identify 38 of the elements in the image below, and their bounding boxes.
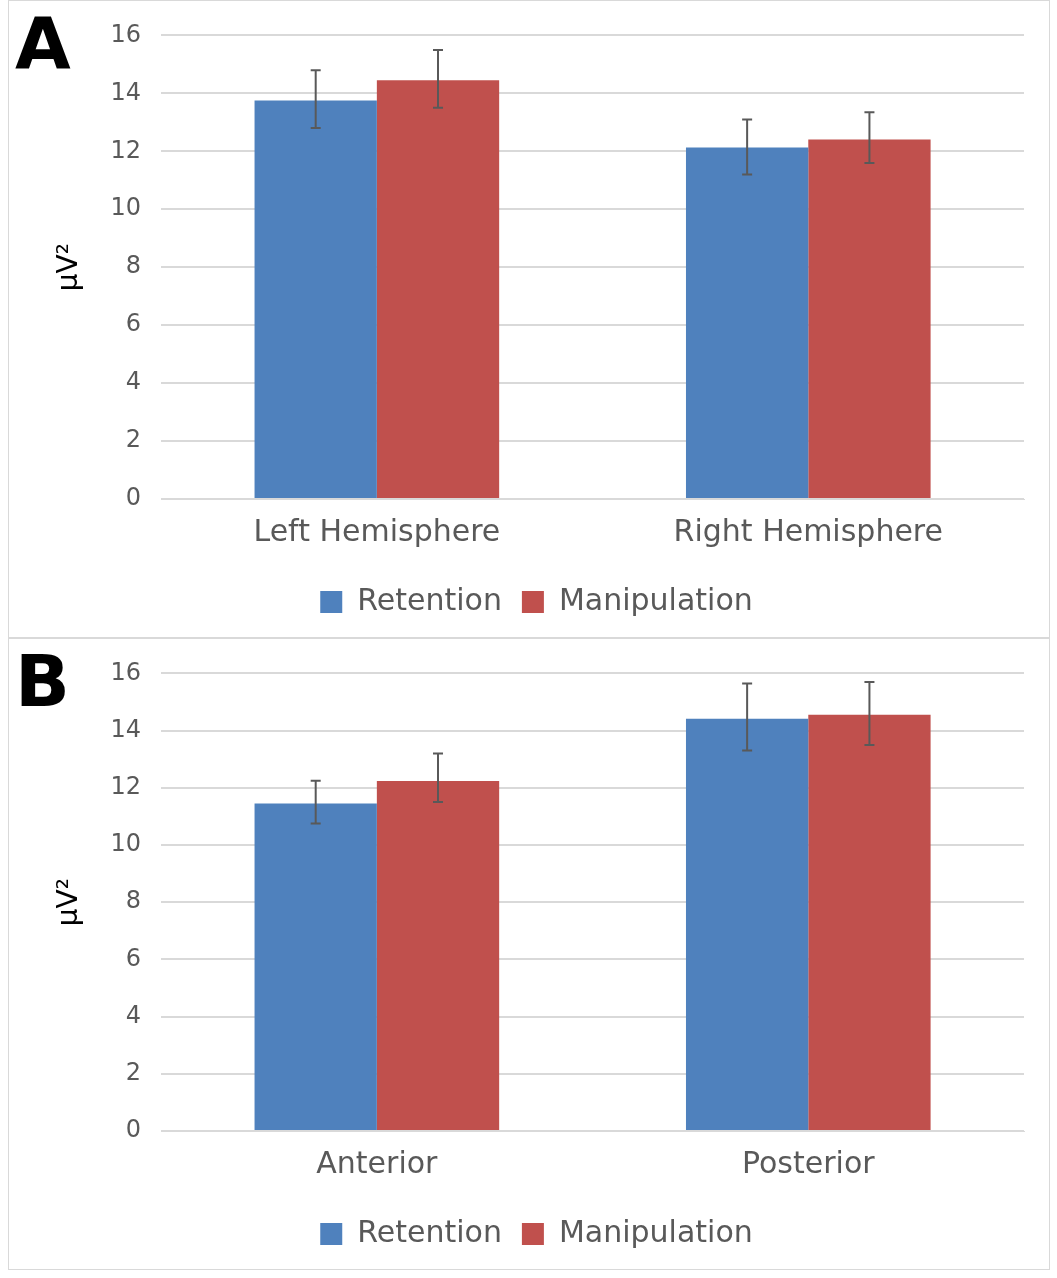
y-tick-label: 0	[125, 1115, 142, 1144]
y-tick-label: 2	[125, 425, 142, 454]
legend-label: Retention	[357, 581, 502, 617]
y-axis-title: μV²	[51, 243, 85, 292]
y-tick-label: 14	[110, 714, 142, 743]
legend-label: Manipulation	[558, 581, 753, 617]
bar	[685, 718, 809, 1130]
legend-label: Retention	[357, 1213, 502, 1249]
y-tick-label: 12	[110, 135, 142, 164]
y-tick-label: 0	[125, 483, 142, 512]
bar	[808, 139, 931, 498]
bar	[685, 147, 809, 498]
y-tick-label: 6	[125, 943, 142, 972]
bar	[808, 714, 931, 1130]
y-axis-title: μV²	[51, 878, 85, 927]
chart-title: B	[15, 639, 70, 723]
y-tick-label: 10	[110, 829, 142, 858]
bar	[254, 803, 377, 1130]
y-tick-label: 16	[110, 19, 142, 48]
x-tick-label: Anterior	[316, 1144, 439, 1180]
bar	[376, 80, 500, 498]
y-tick-label: 4	[125, 367, 142, 396]
y-tick-label: 10	[110, 193, 142, 222]
y-tick-label: 8	[125, 886, 142, 915]
x-tick-label: Left Hemisphere	[253, 512, 501, 548]
y-tick-label: 8	[125, 251, 142, 280]
x-tick-label: Right Hemisphere	[673, 512, 943, 548]
bar	[376, 780, 500, 1130]
y-tick-label: 4	[125, 1000, 142, 1029]
y-tick-label: 16	[110, 657, 142, 686]
y-tick-label: 14	[110, 77, 142, 106]
bar	[254, 100, 377, 498]
y-tick-label: 2	[125, 1058, 142, 1087]
x-tick-label: Posterior	[741, 1144, 876, 1180]
legend-label: Manipulation	[558, 1213, 753, 1249]
chart-title: A	[15, 1, 71, 85]
y-tick-label: 12	[110, 772, 142, 801]
y-tick-label: 6	[125, 309, 142, 338]
